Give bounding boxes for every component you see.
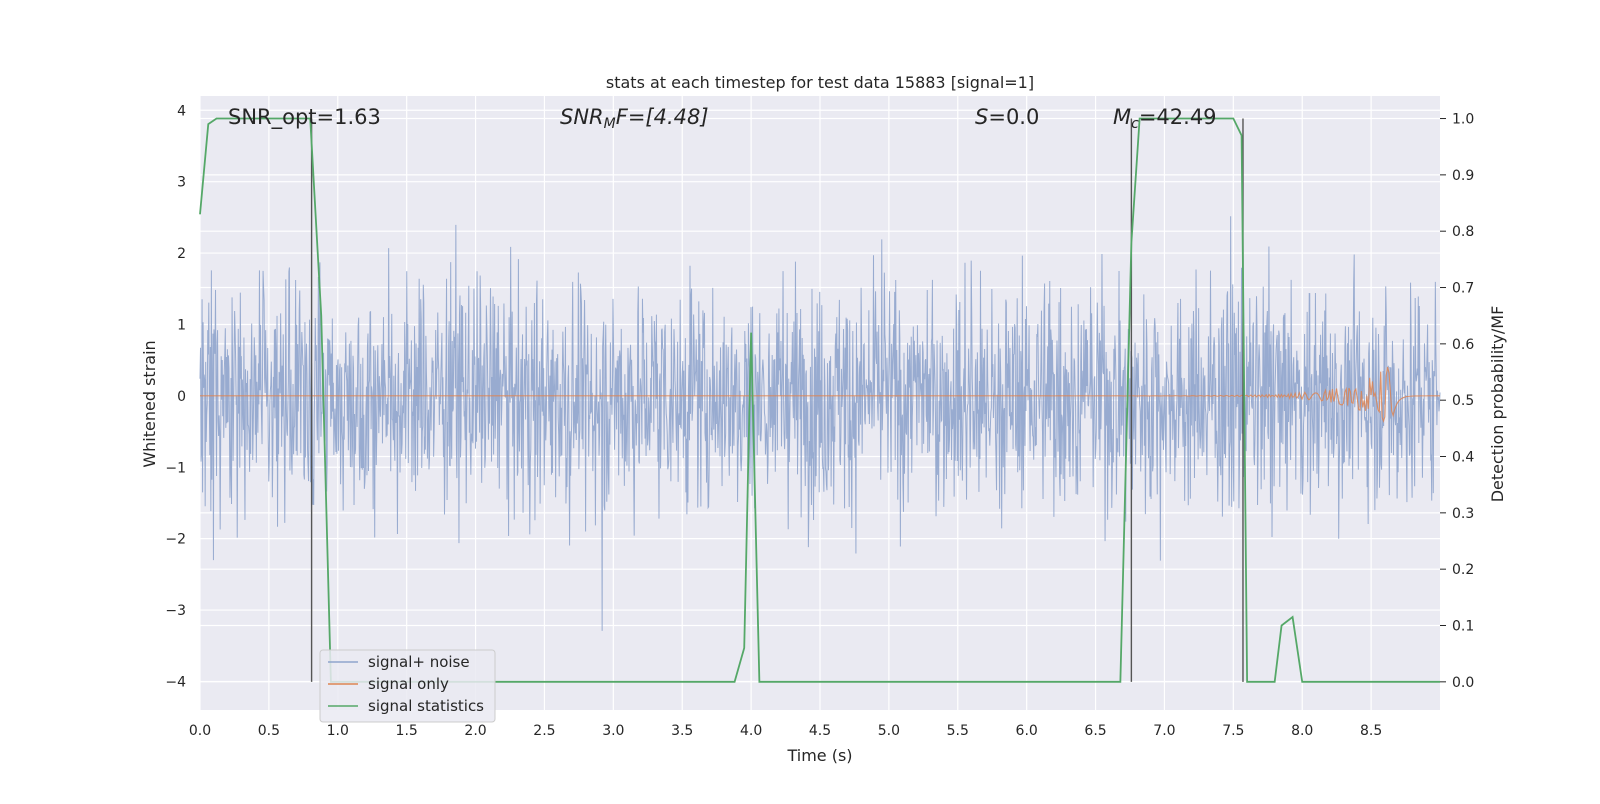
x-tick-label: 8.5 — [1360, 723, 1382, 739]
annotation-mc-sub: c — [1131, 116, 1139, 132]
y-left-axis-label: Whitened strain — [140, 340, 159, 467]
y-left-tick-label: 2 — [177, 246, 186, 262]
x-axis-label: Time (s) — [786, 746, 852, 765]
y-left-tick-label: −3 — [165, 603, 186, 619]
y-right-axis-label: Detection probability/MF — [1488, 306, 1507, 503]
y-right-axis-ticks: 1.0 0.9 0.8 0.7 0.6 0.5 0.4 0.3 0.2 0.1 0.0 — [1440, 112, 1474, 691]
x-tick-label: 1.0 — [327, 723, 349, 739]
legend-label-signal-only: signal only — [368, 675, 449, 693]
x-axis-ticks: 0.0 0.5 1.0 1.5 2.0 2.5 3.0 3.5 4.0 4.5 5.0 5.5 6.0 6… — [189, 723, 1382, 739]
y-left-tick-label: −4 — [165, 674, 186, 690]
x-tick-label: 1.5 — [396, 723, 418, 739]
x-tick-label: 7.0 — [1153, 723, 1175, 739]
x-tick-label: 0.5 — [258, 723, 280, 739]
x-tick-label: 0.0 — [189, 723, 211, 739]
x-tick-label: 4.0 — [740, 723, 762, 739]
annotation-snr-opt: SNR_opt=1.63 — [228, 105, 381, 130]
signal-statistics-line — [199, 117, 1440, 683]
y-right-tick-label: 1.0 — [1452, 112, 1474, 128]
y-right-tick-label: 0.2 — [1452, 562, 1474, 578]
annotation-s-stat-rest: =0.0 — [988, 105, 1039, 129]
x-tick-label: 7.5 — [1222, 723, 1244, 739]
annotation-snr-mf-sub: M — [604, 116, 616, 132]
x-tick-label: 2.5 — [533, 723, 555, 739]
y-left-tick-label: 0 — [177, 389, 186, 405]
y-right-tick-label: 0.8 — [1452, 224, 1474, 240]
legend-label-signal-noise: signal+ noise — [368, 653, 470, 671]
annotation-mc: Mc=42.49 — [1113, 105, 1217, 132]
annotation-mc-base: M — [1113, 105, 1131, 129]
x-tick-label: 3.5 — [671, 723, 693, 739]
annotation-mc-rest: =42.49 — [1139, 105, 1217, 129]
y-right-tick-label: 0.0 — [1452, 675, 1474, 691]
signal-only-series — [200, 366, 1440, 423]
y-right-tick-label: 0.6 — [1452, 337, 1474, 353]
y-left-axis-ticks: 4 3 2 1 0 −1 −2 −3 −4 — [165, 103, 186, 690]
annotation-s-stat: S=0.0 — [975, 105, 1039, 129]
x-tick-label: 5.0 — [878, 723, 900, 739]
x-tick-label: 6.0 — [1016, 723, 1038, 739]
legend-box — [319, 649, 496, 723]
annotation-s-stat-base: S — [975, 105, 988, 129]
y-right-tick-label: 0.5 — [1452, 393, 1474, 409]
x-tick-label: 4.5 — [809, 723, 831, 739]
y-left-tick-label: 4 — [177, 103, 186, 119]
y-left-tick-label: 1 — [177, 317, 186, 333]
y-left-tick-label: −2 — [165, 532, 186, 548]
x-tick-label: 8.0 — [1291, 723, 1313, 739]
legend: signal+ noise signal only signal statist… — [319, 649, 496, 723]
annotation-snr-mf-base: SNR — [560, 105, 604, 129]
x-tick-label: 5.5 — [947, 723, 969, 739]
x-tick-label: 3.0 — [602, 723, 624, 739]
x-tick-label: 6.5 — [1084, 723, 1106, 739]
annotation-snr-mf: SNRMF=[4.48] — [560, 105, 709, 132]
y-right-tick-label: 0.9 — [1452, 168, 1474, 184]
noise-line — [199, 216, 1441, 631]
y-right-tick-label: 0.3 — [1452, 506, 1474, 522]
signal-statistics-series — [199, 117, 1440, 683]
y-left-tick-label: −1 — [165, 460, 186, 476]
y-right-tick-label: 0.1 — [1452, 619, 1474, 635]
signal-only-line — [200, 366, 1440, 423]
noise-series — [199, 216, 1441, 631]
chart-title: stats at each timestep for test data 158… — [606, 73, 1034, 92]
y-right-tick-label: 0.4 — [1452, 450, 1474, 466]
legend-label-signal-statistics: signal statistics — [368, 697, 484, 715]
y-left-tick-label: 3 — [177, 175, 186, 191]
x-tick-label: 2.0 — [464, 723, 486, 739]
y-right-tick-label: 0.7 — [1452, 281, 1474, 297]
annotation-snr-mf-rest: F=[4.48] — [616, 105, 709, 129]
